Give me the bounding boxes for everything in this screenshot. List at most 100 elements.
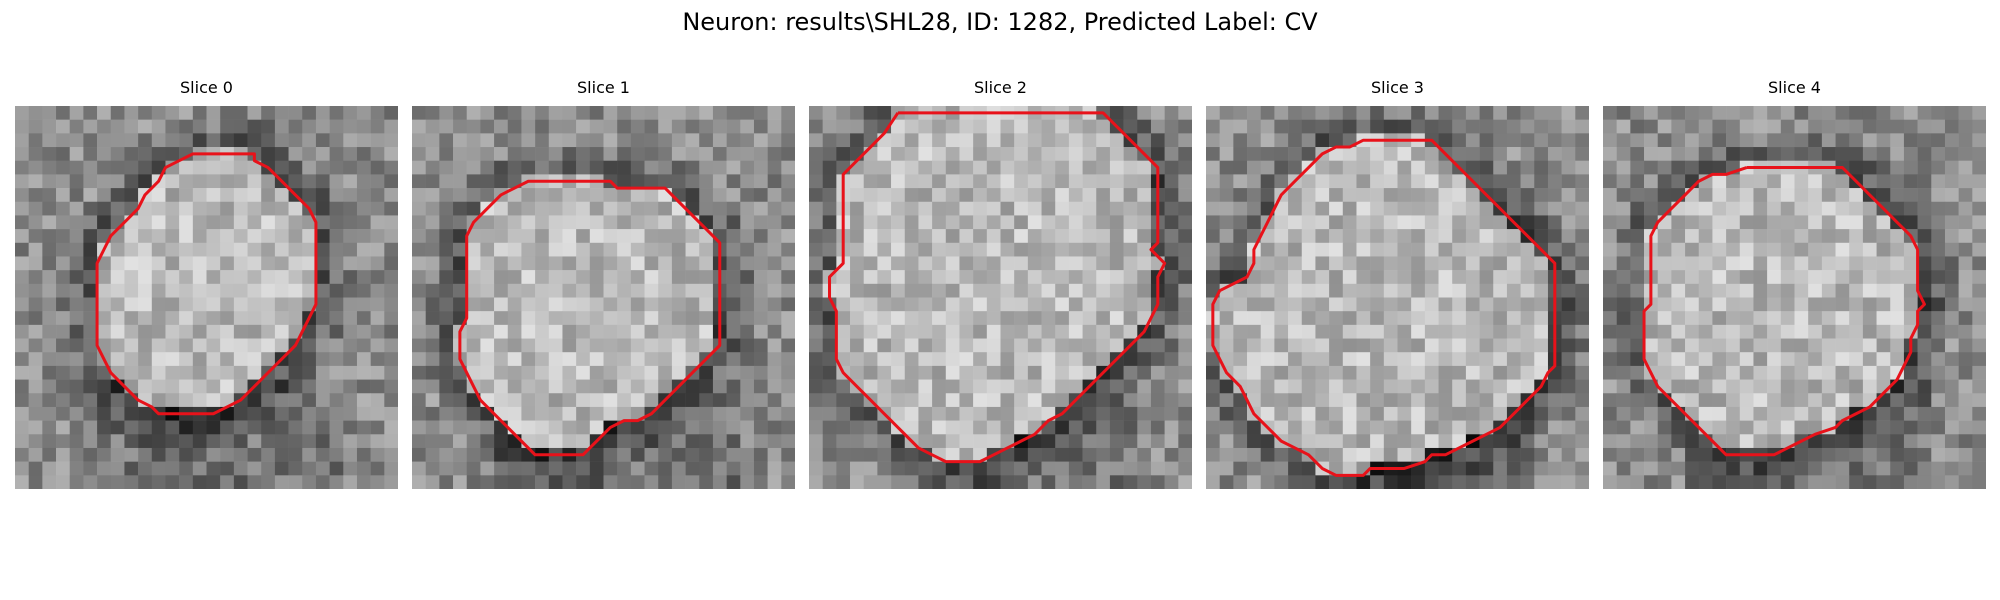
pixel xyxy=(1835,188,1850,203)
pixel xyxy=(1630,406,1645,421)
pixel xyxy=(439,297,454,312)
pixel xyxy=(1123,106,1138,120)
pixel xyxy=(1835,420,1850,435)
pixel xyxy=(179,106,194,120)
pixel xyxy=(767,297,782,312)
pixel xyxy=(1315,256,1330,271)
pixel xyxy=(603,270,618,285)
pixel xyxy=(630,365,645,380)
pixel xyxy=(97,106,112,120)
pixel xyxy=(1123,379,1138,394)
pixel xyxy=(973,475,988,489)
pixel xyxy=(932,147,947,161)
pixel xyxy=(494,475,509,489)
pixel xyxy=(617,242,632,257)
pixel xyxy=(356,133,371,148)
pixel xyxy=(384,229,398,244)
pixel xyxy=(576,119,591,134)
pixel xyxy=(576,434,591,449)
pixel xyxy=(617,106,632,120)
pixel xyxy=(1671,475,1686,489)
pixel xyxy=(165,393,180,408)
pixel xyxy=(1821,283,1836,298)
pixel xyxy=(15,406,29,421)
pixel xyxy=(1383,475,1398,489)
pixel xyxy=(1506,160,1521,175)
pixel xyxy=(1027,270,1042,285)
pixel xyxy=(1561,256,1576,271)
pixel xyxy=(1835,270,1850,285)
pixel xyxy=(1547,133,1562,148)
pixel xyxy=(261,256,276,271)
pixel xyxy=(165,188,180,203)
pixel xyxy=(1055,188,1070,203)
pixel xyxy=(439,420,454,435)
pixel xyxy=(343,324,358,339)
pixel xyxy=(151,297,166,312)
pixel xyxy=(453,393,467,408)
pixel xyxy=(343,215,358,230)
pixel xyxy=(343,283,358,298)
pixel xyxy=(42,215,57,230)
pixel xyxy=(986,147,1001,161)
pixel xyxy=(439,119,454,134)
pixel xyxy=(521,379,536,394)
pixel xyxy=(138,352,153,367)
pixel xyxy=(56,352,70,367)
pixel xyxy=(206,283,221,298)
pixel xyxy=(1479,352,1494,367)
pixel xyxy=(466,229,481,244)
pixel xyxy=(1726,147,1741,161)
pixel xyxy=(384,106,398,120)
pixel xyxy=(753,297,768,312)
pixel xyxy=(1274,461,1289,476)
pixel xyxy=(1753,420,1768,435)
pixel xyxy=(1329,297,1344,312)
pixel xyxy=(1821,379,1836,394)
pixel xyxy=(69,324,84,339)
pixel xyxy=(1644,434,1658,449)
pixel xyxy=(1671,365,1686,380)
pixel xyxy=(891,379,906,394)
pixel xyxy=(576,393,591,408)
pixel xyxy=(1027,297,1042,312)
pixel xyxy=(97,420,112,435)
pixel xyxy=(1411,201,1426,216)
pixel xyxy=(329,311,344,326)
pixel xyxy=(1301,475,1316,489)
pixel xyxy=(809,406,823,421)
pixel xyxy=(1931,475,1946,489)
pixel xyxy=(507,297,522,312)
pixel xyxy=(1890,324,1905,339)
pixel xyxy=(1903,147,1918,161)
pixel xyxy=(1082,406,1097,421)
pixel xyxy=(425,311,440,326)
pixel xyxy=(69,229,84,244)
pixel xyxy=(891,174,906,189)
pixel xyxy=(850,420,864,435)
pixel xyxy=(15,311,29,326)
pixel xyxy=(56,147,70,161)
pixel xyxy=(781,324,795,339)
pixel xyxy=(1876,393,1891,408)
pixel xyxy=(1260,434,1275,449)
pixel xyxy=(1288,256,1303,271)
pixel xyxy=(918,324,933,339)
pixel xyxy=(1821,201,1836,216)
pixel xyxy=(740,215,755,230)
pixel xyxy=(1247,324,1261,339)
pixel xyxy=(1041,324,1056,339)
pixel xyxy=(1616,393,1631,408)
pixel xyxy=(576,461,591,476)
pixel xyxy=(1753,406,1768,421)
pixel xyxy=(1383,365,1398,380)
pixel xyxy=(247,434,262,449)
pixel xyxy=(1876,434,1891,449)
pixel xyxy=(576,297,591,312)
pixel xyxy=(220,379,235,394)
pixel xyxy=(671,393,686,408)
pixel xyxy=(425,324,440,339)
pixel xyxy=(1452,475,1467,489)
pixel xyxy=(1534,201,1549,216)
pixel xyxy=(1247,106,1261,120)
